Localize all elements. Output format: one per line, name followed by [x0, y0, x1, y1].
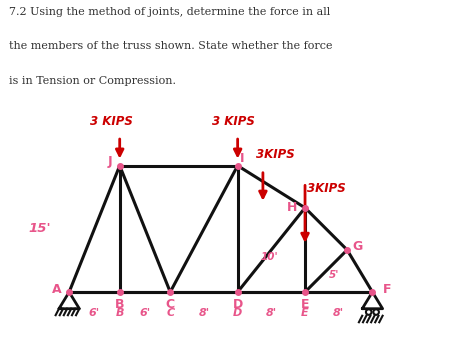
Text: D: D	[233, 298, 243, 311]
Text: B: B	[116, 308, 124, 318]
Text: 8': 8'	[266, 308, 277, 318]
Text: C: C	[166, 298, 175, 311]
Text: B: B	[115, 298, 125, 311]
Text: J: J	[107, 155, 112, 168]
Text: 6': 6'	[140, 308, 151, 318]
Text: 8': 8'	[333, 308, 344, 318]
Text: 6': 6'	[89, 308, 100, 318]
Text: the members of the truss shown. State whether the force: the members of the truss shown. State wh…	[9, 41, 333, 51]
Text: G: G	[352, 240, 362, 253]
Text: 3 KIPS: 3 KIPS	[90, 115, 133, 128]
Text: 7.2 Using the method of joints, determine the force in all: 7.2 Using the method of joints, determin…	[9, 7, 330, 17]
Text: C: C	[166, 308, 174, 318]
Text: 10': 10'	[261, 252, 279, 261]
Text: 3KIPS: 3KIPS	[307, 182, 346, 195]
Text: D: D	[233, 308, 242, 318]
Text: E: E	[301, 298, 309, 311]
Text: 5': 5'	[329, 270, 340, 280]
Text: 3KIPS: 3KIPS	[256, 148, 295, 161]
Text: A: A	[52, 283, 61, 296]
Text: is in Tension or Compression.: is in Tension or Compression.	[9, 76, 176, 86]
Text: 15': 15'	[28, 222, 51, 236]
Text: 3 KIPS: 3 KIPS	[212, 115, 255, 128]
Text: F: F	[383, 283, 392, 296]
Text: I: I	[239, 152, 244, 165]
Text: E: E	[301, 308, 309, 318]
Text: 8': 8'	[198, 308, 210, 318]
Text: H: H	[287, 201, 297, 214]
